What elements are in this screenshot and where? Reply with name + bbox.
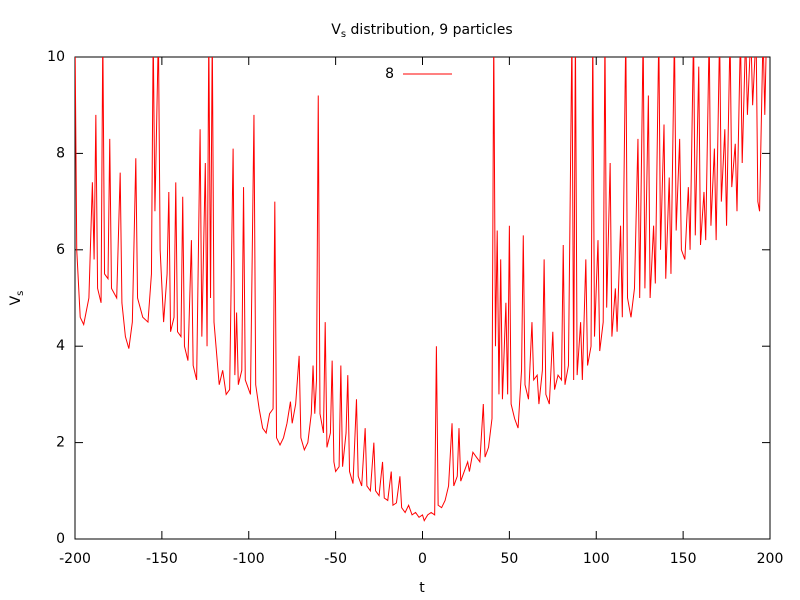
x-tick-label: -100: [233, 551, 265, 567]
y-tick-label: 8: [56, 145, 65, 161]
ylabel-part: V: [8, 295, 24, 305]
y-axis-label: Vs: [8, 291, 26, 306]
chart-title: Vs distribution, 9 particles: [331, 22, 512, 40]
data-line: [75, 57, 767, 522]
y-tick-label: 2: [56, 435, 65, 451]
x-tick-label: 100: [583, 551, 610, 567]
x-tick-label: -50: [324, 551, 347, 567]
x-tick-label: -150: [146, 551, 178, 567]
title-part: V: [331, 22, 341, 38]
title-subscript: s: [341, 29, 346, 40]
x-tick-label: 0: [418, 551, 427, 567]
x-tick-label: -200: [59, 551, 91, 567]
x-tick-label: 50: [500, 551, 518, 567]
y-tick-label: 0: [56, 531, 65, 547]
y-tick-label: 10: [47, 49, 65, 65]
legend-label: 8: [385, 66, 394, 82]
ylabel-subscript: s: [15, 291, 26, 296]
x-axis-label: t: [419, 580, 425, 596]
y-tick-label: 4: [56, 338, 65, 354]
x-tick-label: 150: [670, 551, 697, 567]
x-tick-label: 200: [757, 551, 784, 567]
y-tick-label: 6: [56, 242, 65, 258]
title-part: distribution, 9 particles: [346, 22, 513, 38]
